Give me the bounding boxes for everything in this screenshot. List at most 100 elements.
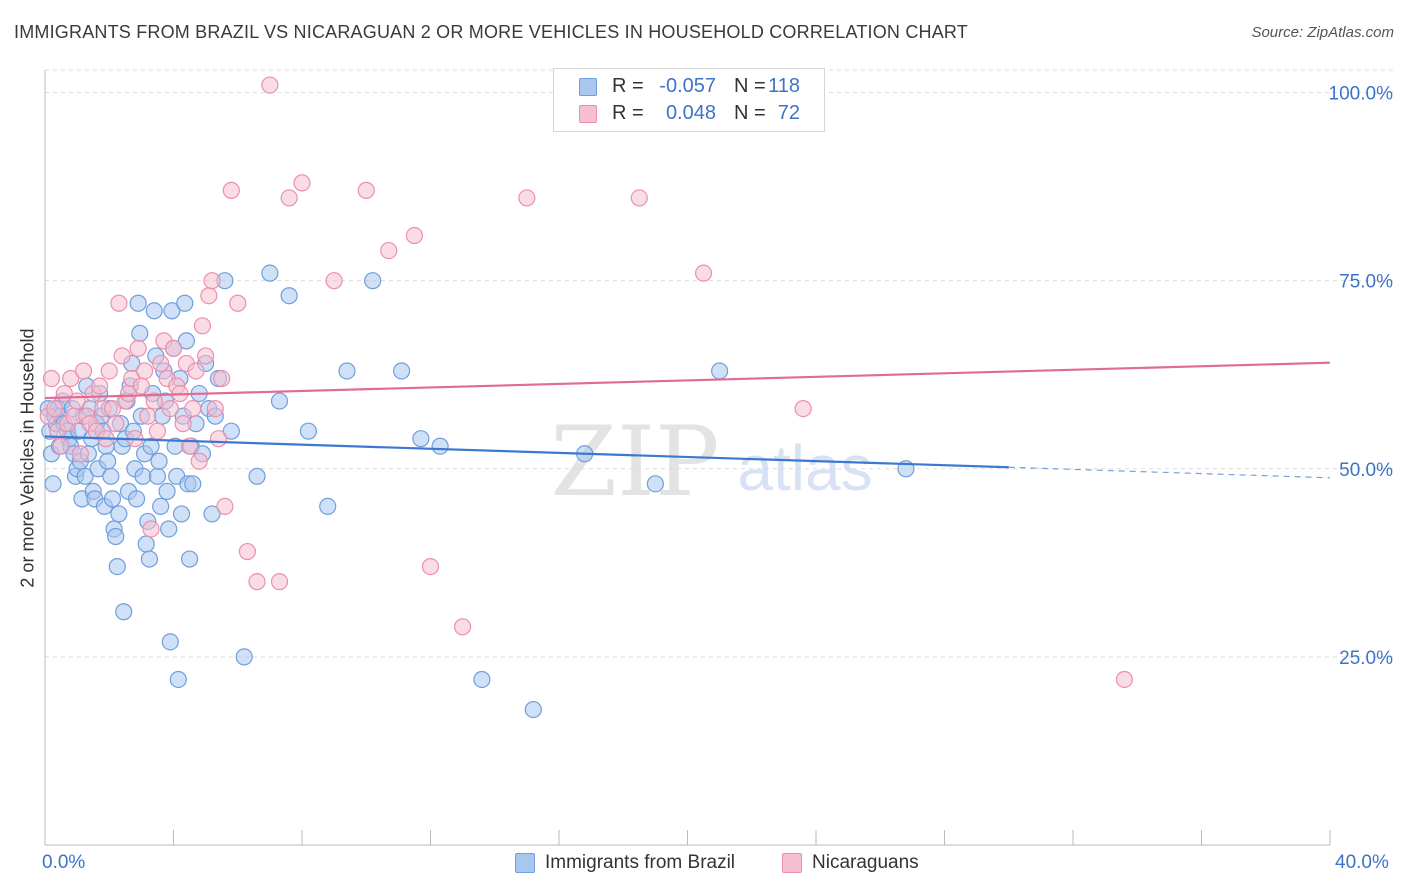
- data-point: [203, 272, 221, 290]
- data-point: [325, 272, 343, 290]
- data-point: [158, 482, 176, 500]
- brazil-swatch: [579, 78, 597, 96]
- brazil-legend-swatch: [515, 853, 535, 873]
- y-tick-label: 25.0%: [1339, 648, 1393, 669]
- data-point: [261, 264, 279, 282]
- trend-lines: [44, 361, 1331, 479]
- legend-r-label: R =: [612, 75, 644, 97]
- data-point: [421, 558, 440, 576]
- correlation-legend: R = -0.057 N = 118 R = 0.048 N = 72: [553, 68, 825, 132]
- legend-row-nicaraguans: R = 0.048 N = 72: [554, 100, 824, 128]
- data-point: [270, 573, 289, 591]
- x-tick-label-min: 0.0%: [42, 852, 86, 873]
- data-point: [524, 700, 542, 719]
- brazil-legend-label: Immigrants from Brazil: [545, 852, 736, 873]
- data-point: [174, 415, 192, 433]
- data-point: [711, 362, 729, 380]
- series-nicaraguans-points: [39, 76, 1134, 689]
- data-point: [169, 670, 187, 689]
- data-point: [110, 505, 128, 523]
- nicaraguans-swatch: [579, 105, 597, 123]
- data-point: [102, 467, 120, 485]
- data-point: [184, 399, 202, 418]
- legend-r-label: R =: [612, 102, 644, 124]
- data-point: [380, 241, 398, 260]
- data-point: [518, 189, 536, 207]
- data-point: [794, 399, 812, 418]
- data-point: [454, 618, 472, 636]
- data-point: [222, 422, 240, 440]
- data-point: [180, 550, 199, 568]
- legend-n-label: N =: [734, 102, 766, 124]
- data-point: [280, 287, 298, 305]
- data-point: [115, 603, 133, 621]
- legend-r-value-brazil: -0.057: [659, 75, 716, 97]
- data-point: [139, 407, 157, 425]
- data-point: [71, 445, 89, 463]
- data-point: [261, 76, 279, 94]
- y-tick-label: 100.0%: [1329, 84, 1394, 105]
- data-point: [197, 347, 215, 365]
- data-point: [161, 399, 179, 418]
- data-point: [216, 497, 234, 516]
- trend-line-brazil-extrapolated: [1008, 466, 1331, 479]
- data-point: [299, 422, 318, 440]
- data-point: [134, 467, 152, 485]
- data-point: [235, 648, 253, 666]
- data-point: [392, 362, 411, 380]
- watermark: ZIP atlas: [550, 406, 872, 518]
- data-point: [148, 422, 167, 440]
- chart-title: IMMIGRANTS FROM BRAZIL VS NICARAGUAN 2 O…: [14, 22, 968, 42]
- data-point: [145, 392, 163, 410]
- data-point: [473, 670, 491, 689]
- data-point: [142, 437, 160, 455]
- y-tick-labels: 25.0% 50.0% 75.0% 100.0%: [1329, 84, 1394, 669]
- data-point: [187, 362, 205, 380]
- data-point: [137, 535, 155, 553]
- data-point: [152, 354, 170, 373]
- data-point: [238, 542, 256, 561]
- data-point: [293, 174, 311, 192]
- legend-n-value-nicaraguans: 72: [777, 102, 800, 124]
- data-point: [91, 377, 109, 395]
- data-point: [163, 302, 181, 320]
- data-point: [209, 430, 228, 448]
- data-point: [160, 520, 178, 538]
- data-point: [68, 392, 86, 410]
- data-point: [161, 633, 179, 651]
- data-point: [630, 189, 648, 207]
- trend-line-nicaraguans: [44, 361, 1331, 400]
- data-point: [203, 505, 221, 523]
- y-tick-label: 75.0%: [1339, 272, 1393, 293]
- data-point: [113, 347, 131, 365]
- nicaraguans-legend-label: Nicaraguans: [812, 852, 919, 873]
- data-point: [694, 264, 713, 282]
- data-point: [150, 452, 168, 470]
- watermark-atlas: atlas: [737, 432, 872, 504]
- data-point: [152, 497, 170, 516]
- legend-n-label: N =: [734, 75, 766, 97]
- data-point: [319, 497, 337, 516]
- data-point: [431, 437, 449, 455]
- data-point: [145, 302, 163, 320]
- y-tick-label: 50.0%: [1339, 460, 1393, 481]
- data-point: [74, 362, 93, 380]
- data-point: [100, 362, 118, 380]
- data-point: [46, 399, 64, 418]
- trend-line-brazil: [44, 435, 1009, 469]
- data-point: [357, 181, 375, 199]
- data-point: [172, 505, 191, 523]
- data-point: [280, 189, 298, 207]
- data-point: [103, 490, 122, 508]
- data-point: [1115, 670, 1134, 689]
- data-point: [99, 452, 117, 470]
- data-point: [248, 467, 266, 485]
- data-point: [164, 339, 183, 357]
- legend-n-value-brazil: 118: [768, 75, 800, 97]
- nicaraguans-legend-swatch: [782, 853, 802, 873]
- data-point: [135, 362, 154, 380]
- data-point: [412, 430, 430, 448]
- y-axis-label: 2 or more Vehicles in Household: [17, 328, 38, 588]
- data-point: [646, 475, 664, 493]
